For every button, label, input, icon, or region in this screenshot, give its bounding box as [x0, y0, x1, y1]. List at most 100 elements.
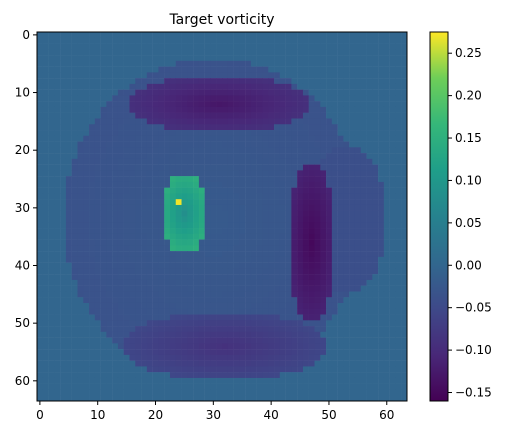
- heatmap-cell: [389, 233, 396, 240]
- heatmap-cell: [401, 349, 408, 356]
- heatmap-cell: [112, 193, 119, 200]
- heatmap-cell: [250, 130, 257, 137]
- heatmap-cell: [360, 176, 367, 183]
- heatmap-cell: [389, 279, 396, 286]
- heatmap-cell: [366, 60, 373, 67]
- heatmap-cell: [146, 83, 153, 90]
- heatmap-cell: [279, 331, 286, 338]
- heatmap-cell: [354, 147, 361, 154]
- heatmap-cell: [354, 141, 361, 148]
- heatmap-cell: [42, 372, 49, 379]
- heatmap-cell: [343, 32, 350, 39]
- heatmap-cell: [331, 331, 338, 338]
- heatmap-cell: [106, 256, 113, 263]
- heatmap-cell: [239, 187, 246, 194]
- heatmap-cell: [354, 222, 361, 229]
- heatmap-cell: [285, 106, 292, 113]
- heatmap-cell: [164, 256, 171, 263]
- heatmap-cell: [42, 297, 49, 304]
- heatmap-cell: [239, 181, 246, 188]
- heatmap-cell: [274, 95, 281, 102]
- heatmap-cell: [262, 60, 269, 67]
- heatmap-cell: [256, 251, 263, 258]
- heatmap-cell: [222, 245, 229, 252]
- heatmap-cell: [262, 89, 269, 96]
- heatmap-cell: [210, 60, 217, 67]
- heatmap-cell: [389, 118, 396, 125]
- heatmap-cell: [141, 354, 148, 361]
- heatmap-cell: [37, 279, 44, 286]
- heatmap-cell: [100, 222, 107, 229]
- heatmap-cell: [297, 291, 304, 298]
- heatmap-cell: [158, 245, 165, 252]
- heatmap-cell: [117, 66, 124, 73]
- heatmap-cell: [100, 106, 107, 113]
- heatmap-cell: [204, 222, 211, 229]
- heatmap-cell: [94, 377, 101, 384]
- heatmap-cell: [187, 372, 194, 379]
- heatmap-cell: [100, 181, 107, 188]
- heatmap-cell: [112, 60, 119, 67]
- heatmap-cell: [175, 279, 182, 286]
- heatmap-cell: [297, 389, 304, 396]
- heatmap-cell: [48, 377, 55, 384]
- heatmap-cell: [77, 308, 84, 315]
- heatmap-cell: [372, 78, 379, 85]
- heatmap-cell: [204, 279, 211, 286]
- heatmap-cell: [83, 124, 90, 131]
- heatmap-cell: [250, 251, 257, 258]
- heatmap-cell: [123, 239, 130, 246]
- heatmap-cell: [198, 199, 205, 206]
- heatmap-cell: [395, 158, 402, 165]
- heatmap-cell: [112, 55, 119, 62]
- heatmap-cell: [279, 170, 286, 177]
- heatmap-cell: [383, 60, 390, 67]
- heatmap-cell: [360, 320, 367, 327]
- heatmap-cell: [71, 118, 78, 125]
- heatmap-cell: [89, 101, 96, 108]
- heatmap-cell: [279, 291, 286, 298]
- heatmap-cell: [60, 187, 67, 194]
- heatmap-cell: [94, 135, 101, 142]
- heatmap-cell: [181, 112, 188, 119]
- heatmap-cell: [349, 170, 356, 177]
- heatmap-cell: [135, 291, 142, 298]
- heatmap-cell: [129, 124, 136, 131]
- heatmap-cell: [83, 360, 90, 367]
- heatmap-cell: [146, 170, 153, 177]
- heatmap-cell: [158, 158, 165, 165]
- heatmap-cell: [48, 130, 55, 137]
- heatmap-cell: [343, 89, 350, 96]
- heatmap-cell: [106, 78, 113, 85]
- heatmap-cell: [326, 32, 333, 39]
- heatmap-cell: [401, 239, 408, 246]
- heatmap-cell: [112, 343, 119, 350]
- heatmap-cell: [372, 37, 379, 44]
- heatmap-cell: [360, 366, 367, 373]
- heatmap-cell: [274, 251, 281, 258]
- heatmap-cell: [198, 337, 205, 344]
- heatmap-cell: [297, 106, 304, 113]
- heatmap-cell: [65, 135, 72, 142]
- heatmap-cell: [198, 43, 205, 50]
- heatmap-cell: [37, 372, 44, 379]
- heatmap-cell: [378, 222, 385, 229]
- heatmap-cell: [135, 66, 142, 73]
- heatmap-cell: [71, 377, 78, 384]
- heatmap-cell: [187, 331, 194, 338]
- heatmap-cell: [135, 256, 142, 263]
- heatmap-cell: [169, 383, 176, 390]
- heatmap-cell: [141, 256, 148, 263]
- heatmap-cell: [204, 291, 211, 298]
- heatmap-cell: [193, 245, 200, 252]
- heatmap-cell: [302, 383, 309, 390]
- heatmap-cell: [216, 383, 223, 390]
- heatmap-cell: [158, 187, 165, 194]
- heatmap-cell: [77, 349, 84, 356]
- heatmap-cell: [256, 343, 263, 350]
- heatmap-cell: [117, 60, 124, 67]
- heatmap-cell: [297, 216, 304, 223]
- heatmap-cell: [326, 60, 333, 67]
- heatmap-cell: [100, 210, 107, 217]
- heatmap-cell: [372, 43, 379, 50]
